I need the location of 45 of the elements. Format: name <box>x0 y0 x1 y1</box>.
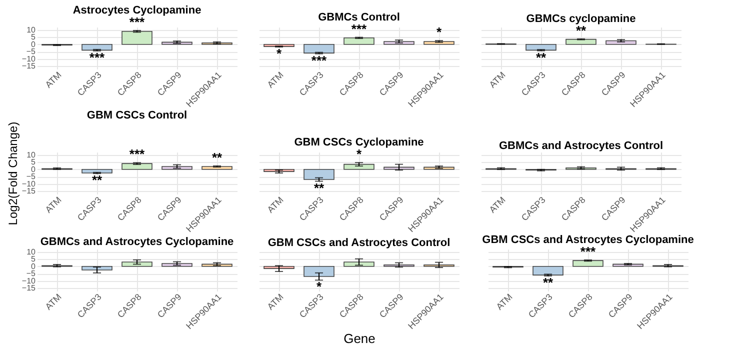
y-tick-label: 0 <box>31 40 36 49</box>
annotation: * <box>436 24 442 40</box>
y-tick-label: −5 <box>26 47 36 56</box>
chart-title: GBM CSCs and Astrocytes Cyclopamine <box>482 234 694 246</box>
y-tick-label: 5 <box>31 32 36 42</box>
annotation: ** <box>542 274 554 290</box>
y-tick-label: −10 <box>22 276 36 286</box>
chart-title: Astrocytes Cyclopamine <box>72 4 202 16</box>
bar <box>82 44 112 51</box>
y-axis-title: Log2(Fold Change) <box>6 122 20 226</box>
y-tick-label: −15 <box>22 284 36 293</box>
annotation: ** <box>92 172 103 188</box>
annotation: *** <box>351 21 368 36</box>
y-tick-label: 0 <box>31 164 36 174</box>
chart-title: GBMCs and Astrocytes Control <box>498 140 664 152</box>
y-tick-label: −5 <box>26 269 36 278</box>
y-tick-label: −15 <box>22 62 36 71</box>
y-tick-label: 10 <box>26 150 36 160</box>
annotation: *** <box>89 50 106 65</box>
y-tick-label: 0 <box>31 262 36 271</box>
annotation: *** <box>311 52 328 68</box>
chart-title: GBMCs Control <box>318 11 400 24</box>
annotation: ** <box>536 50 547 65</box>
chart-title: GBMCs cyclopamine <box>526 12 636 25</box>
y-tick-label: −10 <box>22 179 36 188</box>
chart-title: GBMCs and Astrocytes Cyclopamine <box>40 236 234 248</box>
chart-title: GBM CSCs and Astrocytes Control <box>268 237 450 249</box>
annotation: ** <box>212 150 223 165</box>
y-tick-label: 10 <box>26 247 36 256</box>
y-tick-label: −5 <box>26 172 36 182</box>
x-axis-title: Gene <box>344 331 376 346</box>
y-tick-label: 5 <box>31 254 36 264</box>
y-tick-label: 10 <box>26 25 36 34</box>
chart-title: GBM CSCs Cyclopamine <box>294 136 424 149</box>
bar <box>122 30 152 45</box>
chart-title: GBM CSCs Control <box>86 109 188 122</box>
annotation: * <box>276 46 282 61</box>
annotation: *** <box>129 146 146 162</box>
annotation: *** <box>580 244 597 260</box>
y-tick-label: −10 <box>22 54 36 64</box>
annotation: ** <box>314 180 325 196</box>
annotation: * <box>356 146 362 162</box>
y-tick-label: −15 <box>22 186 36 196</box>
annotation: * <box>316 279 322 294</box>
y-tick-label: 5 <box>31 158 36 167</box>
